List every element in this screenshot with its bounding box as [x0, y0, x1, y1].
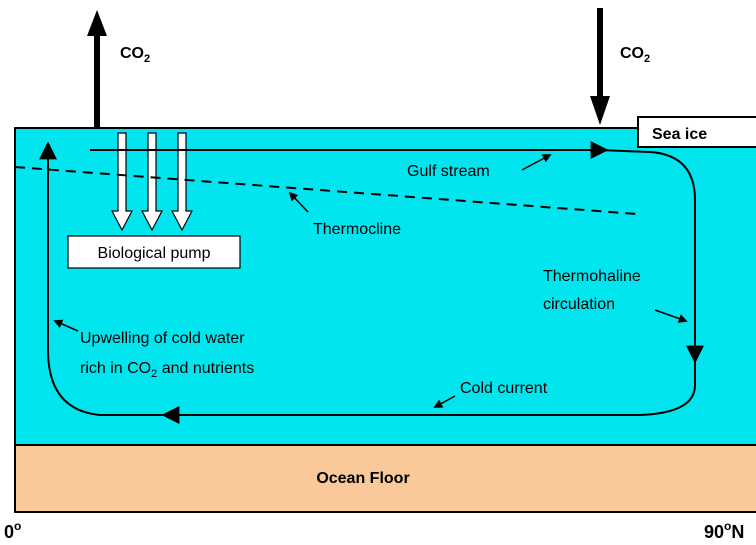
co2-label: CO2	[120, 45, 150, 65]
thermohaline-label: circulation	[543, 296, 615, 313]
text: 0	[4, 522, 14, 542]
ocean	[14, 127, 756, 446]
subscript: 2	[151, 368, 157, 380]
pointer	[433, 395, 456, 408]
text: and nutrients	[157, 360, 254, 377]
sea-ice	[637, 116, 756, 148]
subscript: 2	[144, 53, 150, 65]
pump-box	[67, 235, 241, 269]
ocean-floor	[14, 444, 756, 513]
text: CO	[120, 45, 144, 62]
pump-arrows	[111, 132, 193, 232]
text: CO	[620, 45, 644, 62]
pointer	[521, 154, 552, 171]
upwelling-label: rich in CO2 and nutrients	[80, 360, 254, 380]
text: 90	[704, 522, 724, 542]
pump-label: Biological pump	[98, 245, 211, 262]
co2-label: CO2	[620, 45, 650, 65]
thermocline	[14, 166, 638, 215]
thermohaline-label: Thermohaline	[543, 268, 641, 285]
gulf-stream-label: Gulf stream	[407, 163, 490, 180]
arrow-head	[590, 96, 610, 125]
pointer	[53, 319, 79, 332]
superscript: o	[724, 519, 731, 533]
latitude-label: 90oN	[704, 519, 744, 542]
arrow-head	[87, 10, 107, 36]
pointer	[654, 309, 688, 323]
latitude-label: 0o	[4, 519, 21, 542]
superscript: o	[14, 519, 21, 533]
cold-current-label: Cold current	[460, 380, 548, 397]
circulation	[39, 141, 704, 424]
text: N	[731, 522, 744, 542]
upwelling-label: Upwelling of cold water	[80, 330, 245, 347]
text: rich in CO	[80, 360, 151, 377]
subscript: 2	[644, 53, 650, 65]
thermocline-label: Thermocline	[313, 221, 401, 238]
pointer	[288, 191, 309, 213]
sea-ice-label: Sea ice	[652, 126, 707, 143]
ocean-floor-label: Ocean Floor	[316, 470, 409, 487]
